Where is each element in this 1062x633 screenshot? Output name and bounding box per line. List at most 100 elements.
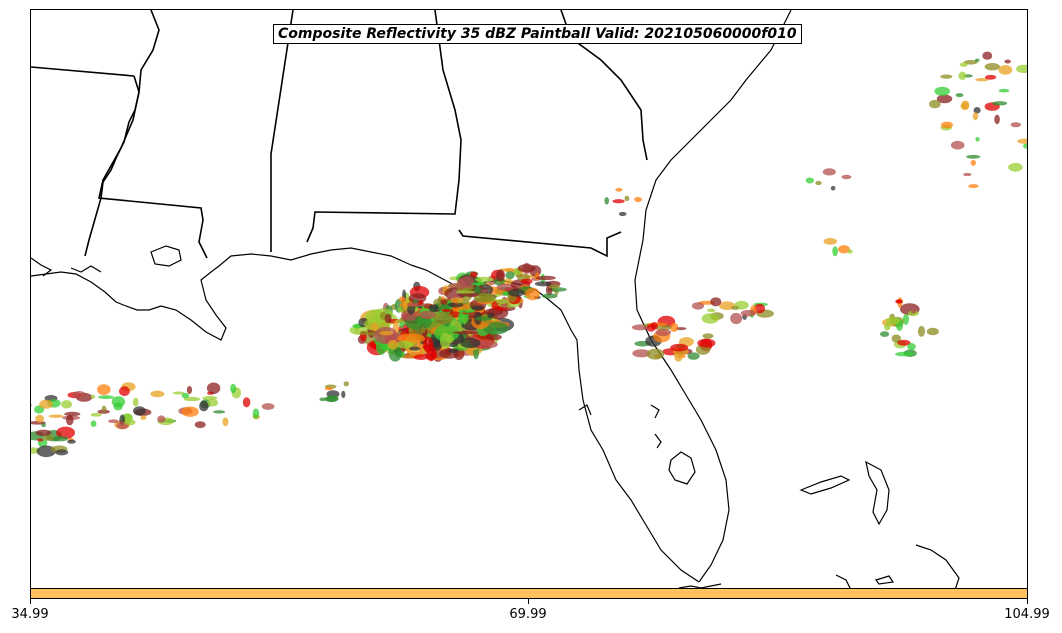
reflectivity-blob [940,74,953,79]
reflectivity-blob [39,399,53,409]
reflectivity-blob [202,396,218,400]
reflectivity-blob [457,311,469,325]
reflectivity-blob [430,351,438,360]
al-ga-border [270,10,294,252]
reflectivity-blob [242,397,251,408]
reflectivity-blob [754,303,765,314]
reflectivity-blob [470,271,478,278]
reflectivity-blob [1008,162,1023,172]
reflectivity-blob [994,114,1000,125]
reflectivity-blob [815,180,822,186]
reflectivity-blob [805,177,814,184]
reflectivity-blob [970,159,976,166]
reflectivity-blob [101,405,107,413]
reflectivity-blob [929,99,941,109]
ms-tn-border [31,66,135,77]
reflectivity-blob [133,406,146,416]
reflectivity-blob [975,137,980,142]
reflectivity-blob [966,154,981,159]
reflectivity-blob [495,299,508,304]
colorbar-tick-label-1: 69.99 [509,607,547,622]
map-title: Composite Reflectivity 35 dBZ Paintball … [273,24,802,44]
reflectivity-blob [489,289,507,296]
reflectivity-blob [433,311,454,325]
reflectivity-blob [97,384,111,395]
reflectivity-blob [396,340,414,349]
reflectivity-blob [324,386,333,391]
reflectivity-blob [911,309,917,314]
reflectivity-blob [972,112,979,121]
gulf-coast-west [31,247,412,341]
reflectivity-blob [90,413,102,417]
reflectivity-blob [150,390,165,398]
reflectivity-blob [1004,59,1011,64]
reflectivity-blob [998,88,1010,93]
reflectivity-blob [926,327,939,336]
reflectivity-blob [959,62,968,67]
reflectivity-blob [487,312,494,319]
reflectivity-blob [413,354,429,361]
reflectivity-blob [968,184,979,189]
reflectivity-blob [934,86,950,96]
reflectivity-blob [379,330,394,336]
reflectivity-blob [974,58,980,62]
reflectivity-blob [838,245,850,254]
reflectivity-blob [701,313,719,324]
reflectivity-blob [841,174,852,180]
reflectivity-blob [41,422,46,428]
reflectivity-blob [1017,138,1027,144]
inland-lakes [578,404,662,449]
reflectivity-blob [473,286,481,294]
reflectivity-blob [471,282,486,286]
reflectivity-blob [740,309,757,317]
reflectivity-blob [440,299,448,305]
reflectivity-blob [707,308,716,313]
map-panel: Composite Reflectivity 35 dBZ Paintball … [30,9,1028,589]
florida-keys [678,583,722,588]
reflectivity-blob [963,172,972,177]
reflectivity-blob [505,271,515,280]
reflectivity-blob [719,301,735,311]
mississippi-river-border [84,75,140,257]
reflectivity-blob [252,408,260,419]
reflectivity-blob [650,322,658,330]
reflectivity-blob [402,300,408,311]
coastline [31,10,960,588]
reflectivity-blob [460,337,481,349]
reflectivity-paintball-layer [31,51,1027,458]
reflectivity-blob [90,420,97,428]
reflectivity-blob [343,381,349,387]
colorbar-tick-left [30,599,31,604]
reflectivity-blob [710,297,722,307]
reflectivity-blob [702,333,714,339]
reflectivity-blob [604,197,609,205]
reflectivity-blob [670,343,689,352]
reflectivity-blob [183,396,201,402]
reflectivity-blob [907,343,916,351]
ga-al-border [306,10,462,243]
colorbar-tick-label-0: 34.99 [11,607,49,622]
reflectivity-blob [428,304,439,313]
reflectivity-blob [691,302,705,310]
reflectivity-blob [687,352,700,360]
louisiana-delta [31,245,182,277]
reflectivity-blob [534,281,552,287]
reflectivity-blob [495,269,506,282]
reflectivity-blob [66,415,74,426]
reflectivity-blob [984,63,1000,71]
reflectivity-blob [1016,64,1027,74]
bahamas-islands [799,460,960,588]
reflectivity-blob [891,334,902,343]
reflectivity-blob [441,309,454,312]
map-canvas [31,10,1027,588]
reflectivity-blob [998,65,1013,75]
reflectivity-blob [473,297,491,301]
reflectivity-blob [615,187,623,192]
reflectivity-blob [186,386,193,394]
reflectivity-blob [955,93,964,98]
reflectivity-blob [880,331,890,337]
reflectivity-blob [61,400,73,409]
reflectivity-blob [847,249,853,254]
colorbar-tick-label-2: 104.99 [1004,607,1050,622]
reflectivity-blob [341,390,346,398]
